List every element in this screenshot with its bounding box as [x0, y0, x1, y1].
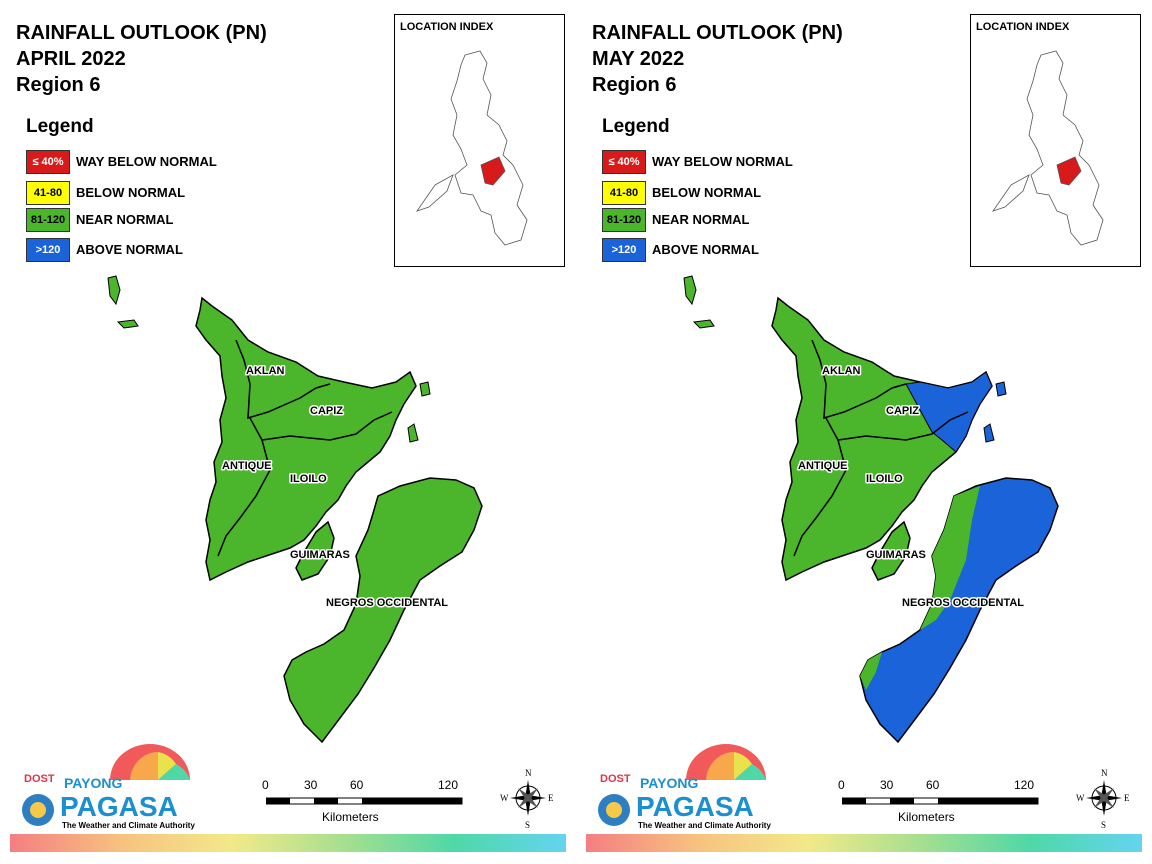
pagasa-logo-graphic: DOST PAYONG PAGASA The Weather and Clima…: [22, 744, 195, 830]
legend-label: WAY BELOW NORMAL: [76, 154, 217, 169]
scale-tick: 30: [304, 778, 318, 792]
compass-s: S: [1101, 820, 1106, 830]
compass-rose-icon: N S E W: [1076, 768, 1130, 830]
philippines-index-map: [415, 50, 528, 246]
guimaras-island: [871, 520, 911, 581]
legend-swatch: ≤ 40%: [602, 150, 646, 174]
province-label-aklan: AKLAN: [246, 365, 285, 377]
province-label-iloilo: ILOILO: [866, 473, 903, 485]
title-line-3: Region 6: [16, 74, 101, 96]
location-index-box: LOCATION INDEX: [970, 14, 1141, 267]
province-label-capiz: CAPIZ: [310, 405, 343, 417]
title-line-2: APRIL 2022: [16, 48, 126, 70]
legend-swatch: ≤ 40%: [26, 150, 70, 174]
province-label-guimaras: GUIMARAS: [290, 549, 350, 561]
title-line-3: Region 6: [592, 74, 677, 96]
region-6-map: AKLAN CAPIZ ANTIQUE ILOILO GUIMARAS NEGR…: [683, 275, 1059, 744]
legend-swatch: >120: [602, 238, 646, 262]
scale-unit: Kilometers: [322, 810, 379, 824]
location-index-box: LOCATION INDEX: [394, 14, 565, 267]
compass-n: N: [1101, 768, 1108, 778]
panay-island: [195, 296, 417, 582]
map-title: RAINFALL OUTLOOK (PN) MAY 2022 Region 6: [592, 20, 843, 98]
scale-tick: 120: [1014, 778, 1035, 792]
title-line-2: MAY 2022: [592, 48, 685, 70]
footer-gradient-bar: [586, 834, 1142, 852]
negros-near-normal-strip: [920, 486, 980, 630]
compass-n: N: [525, 768, 532, 778]
location-index-title: LOCATION INDEX: [976, 21, 1070, 33]
scale-tick: 0: [262, 778, 269, 792]
philippines-index-map: [991, 50, 1104, 246]
scale-tick: 30: [880, 778, 894, 792]
legend-label: WAY BELOW NORMAL: [652, 154, 793, 169]
legend-swatch: 41-80: [26, 181, 70, 205]
scale-tick: 120: [438, 778, 459, 792]
map-title: RAINFALL OUTLOOK (PN) APRIL 2022 Region …: [16, 20, 267, 98]
scale-bar: 0 30 60 120 Kilometers: [838, 778, 1039, 828]
legend-swatch: 81-120: [26, 208, 70, 232]
title-line-1: RAINFALL OUTLOOK (PN): [592, 22, 843, 44]
negros-occidental: [283, 477, 483, 744]
province-label-negros-occidental: NEGROS OCCIDENTAL: [326, 597, 448, 609]
legend-label: NEAR NORMAL: [76, 212, 174, 227]
province-label-guimaras: GUIMARAS: [866, 549, 926, 561]
province-label-negros-occidental: NEGROS OCCIDENTAL: [902, 597, 1024, 609]
compass-w: W: [1076, 793, 1085, 803]
location-index-title: LOCATION INDEX: [400, 21, 494, 33]
footer-gradient-bar: [10, 834, 566, 852]
pagasa-logo: DOST PAYONG PAGASA The Weather and Clima…: [18, 740, 198, 832]
title-line-1: RAINFALL OUTLOOK (PN): [16, 22, 267, 44]
legend-swatch: >120: [26, 238, 70, 262]
logo-tagline-text: The Weather and Climate Authority: [638, 821, 771, 830]
region-6-map: AKLAN CAPIZ ANTIQUE ILOILO GUIMARAS NEGR…: [107, 275, 483, 744]
scale-tick: 0: [838, 778, 845, 792]
legend-swatch: 41-80: [602, 181, 646, 205]
legend-label: ABOVE NORMAL: [652, 242, 759, 257]
province-label-iloilo: ILOILO: [290, 473, 327, 485]
compass-rose-icon: N S E W: [500, 768, 554, 830]
logo-tagline-text: The Weather and Climate Authority: [62, 821, 195, 830]
compass-s: S: [525, 820, 530, 830]
legend-label: BELOW NORMAL: [652, 185, 762, 200]
province-label-aklan: AKLAN: [822, 365, 861, 377]
province-label-antique: ANTIQUE: [222, 460, 272, 472]
legend-label: ABOVE NORMAL: [76, 242, 183, 257]
north-arrow: N S E W: [1076, 766, 1132, 830]
pagasa-logo-graphic: DOST PAYONG PAGASA The Weather and Clima…: [598, 744, 771, 830]
negros-occidental: [859, 477, 1059, 744]
pagasa-logo: DOST PAYONG PAGASA The Weather and Clima…: [594, 740, 774, 832]
legend-label: BELOW NORMAL: [76, 185, 186, 200]
legend-title: Legend: [602, 116, 670, 137]
logo-payong-text: PAYONG: [640, 775, 698, 791]
legend-swatch: 81-120: [602, 208, 646, 232]
legend-label: NEAR NORMAL: [652, 212, 750, 227]
scale-bar: 0 30 60 120 Kilometers: [262, 778, 463, 828]
scale-tick: 60: [926, 778, 940, 792]
logo-pagasa-text: PAGASA: [60, 791, 178, 822]
province-label-antique: ANTIQUE: [798, 460, 848, 472]
panel-april: RAINFALL OUTLOOK (PN) APRIL 2022 Region …: [10, 14, 566, 852]
scale-unit: Kilometers: [898, 810, 955, 824]
legend-title: Legend: [26, 116, 94, 137]
panel-may: RAINFALL OUTLOOK (PN) MAY 2022 Region 6 …: [576, 0, 1152, 864]
scale-tick: 60: [350, 778, 364, 792]
logo-payong-text: PAYONG: [64, 775, 122, 791]
north-arrow: N S E W: [500, 766, 556, 830]
logo-dost-text: DOST: [24, 773, 55, 785]
logo-pagasa-text: PAGASA: [636, 791, 754, 822]
logo-dost-text: DOST: [600, 773, 631, 785]
compass-e: E: [548, 793, 554, 803]
province-label-capiz: CAPIZ: [886, 405, 919, 417]
compass-e: E: [1124, 793, 1130, 803]
scale-bar-graphic: [266, 797, 463, 805]
guimaras-island: [295, 520, 335, 581]
scale-bar-graphic: [842, 797, 1039, 805]
compass-w: W: [500, 793, 509, 803]
